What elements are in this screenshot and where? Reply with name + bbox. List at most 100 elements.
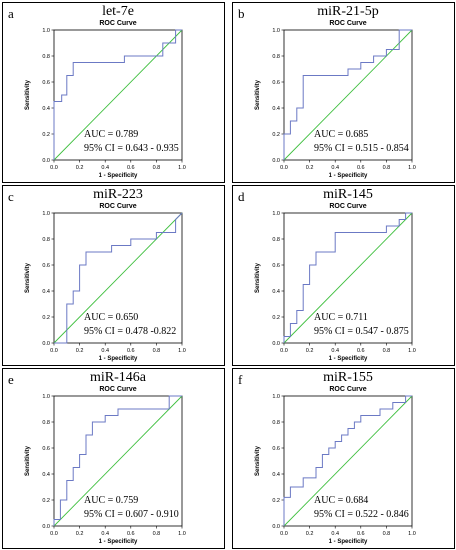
y-tick-label: 0.8 <box>272 54 280 60</box>
x-axis-label: 1 - Specificity <box>329 356 368 362</box>
panel-title: miR-223 <box>93 187 143 202</box>
auc-value: AUC = 0.789 <box>84 129 138 140</box>
panel-frame <box>232 368 455 549</box>
x-tick-label: 0.0 <box>50 531 58 537</box>
x-tick-label: 0.4 <box>331 165 339 171</box>
x-tick-label: 0.6 <box>127 165 135 171</box>
x-tick-label: 0.8 <box>383 531 391 537</box>
y-tick-label: 0.2 <box>42 132 50 138</box>
x-tick-label: 0.0 <box>280 348 288 354</box>
y-tick-label: 0.4 <box>42 472 50 478</box>
ci-value: 95% CI = 0.643 - 0.935 <box>84 143 179 154</box>
y-tick-label: 1.0 <box>42 211 50 217</box>
y-tick-label: 0.6 <box>42 263 50 269</box>
x-tick-label: 0.2 <box>306 348 314 354</box>
panel-title: miR-145 <box>323 187 373 202</box>
y-tick-label: 0.8 <box>272 237 280 243</box>
y-tick-label: 0.6 <box>272 80 280 86</box>
y-tick-label: 0.8 <box>42 420 50 426</box>
panel-letter: c <box>8 189 14 204</box>
roc-curve-0 <box>53 29 182 160</box>
x-tick-label: 0.8 <box>153 165 161 171</box>
x-tick-label: 0.2 <box>76 165 84 171</box>
x-axis-label: 1 - Specificity <box>99 173 138 179</box>
panel-title: miR-146a <box>90 370 147 385</box>
ci-value: 95% CI = 0.478 -0.822 <box>84 326 176 337</box>
chart-title: ROC Curve <box>99 386 136 393</box>
panel-frame <box>2 2 225 183</box>
y-axis-label: Sensitivity <box>255 445 261 476</box>
y-tick-label: 0.2 <box>42 498 50 504</box>
x-tick-label: 1.0 <box>408 531 416 537</box>
x-tick-label: 1.0 <box>178 531 186 537</box>
reference-line <box>53 29 183 161</box>
y-tick-label: 0.6 <box>42 80 50 86</box>
x-tick-label: 0.2 <box>306 165 314 171</box>
x-axis-label: 1 - Specificity <box>329 539 368 545</box>
x-axis-label: 1 - Specificity <box>99 539 138 545</box>
roc-curve-0 <box>283 212 412 343</box>
roc-curve-0 <box>54 212 183 344</box>
chart-title: ROC Curve <box>99 20 136 27</box>
panel-title: miR-155 <box>323 370 373 385</box>
x-tick-label: 0.8 <box>383 348 391 354</box>
x-tick-label: 0.2 <box>76 348 84 354</box>
y-tick-label: 0.6 <box>272 446 280 452</box>
reference-line <box>283 29 413 161</box>
panel-title: let-7e <box>102 4 134 19</box>
auc-value: AUC = 0.685 <box>314 129 368 140</box>
y-axis-label: Sensitivity <box>25 445 31 476</box>
y-axis-label: Sensitivity <box>255 79 261 110</box>
panel-frame <box>2 368 225 549</box>
roc-curve-0 <box>53 395 182 526</box>
y-tick-label: 0.2 <box>272 498 280 504</box>
roc-curve-0 <box>283 395 412 526</box>
y-axis-label: Sensitivity <box>25 262 31 293</box>
x-tick-label: 1.0 <box>178 165 186 171</box>
x-axis-label: 1 - Specificity <box>99 356 138 362</box>
x-tick-label: 0.4 <box>331 348 339 354</box>
y-tick-label: 0.0 <box>272 524 280 530</box>
ci-value: 95% CI = 0.522 - 0.846 <box>314 509 409 520</box>
ci-value: 95% CI = 0.547 - 0.875 <box>314 326 409 337</box>
y-tick-label: 0.0 <box>42 524 50 530</box>
auc-value: AUC = 0.650 <box>84 312 138 323</box>
chart-title: ROC Curve <box>329 386 366 393</box>
plot-area <box>283 212 413 344</box>
panel-letter: d <box>238 189 245 204</box>
ci-value: 95% CI = 0.515 - 0.854 <box>314 143 409 154</box>
panel-letter: e <box>8 372 14 387</box>
x-tick-label: 0.4 <box>101 165 109 171</box>
x-tick-label: 0.6 <box>127 348 135 354</box>
panel-frame <box>232 185 455 366</box>
x-tick-label: 0.4 <box>101 348 109 354</box>
x-tick-label: 1.0 <box>408 165 416 171</box>
y-tick-label: 1.0 <box>272 211 280 217</box>
chart-title: ROC Curve <box>99 203 136 210</box>
x-tick-label: 0.0 <box>50 348 58 354</box>
y-tick-label: 1.0 <box>272 394 280 400</box>
y-tick-label: 0.4 <box>272 289 280 295</box>
y-axis-label: Sensitivity <box>25 79 31 110</box>
x-tick-label: 0.8 <box>153 348 161 354</box>
x-tick-label: 0.6 <box>357 348 365 354</box>
reference-line <box>283 395 413 527</box>
y-tick-label: 0.2 <box>272 132 280 138</box>
y-tick-label: 0.6 <box>42 446 50 452</box>
reference-line <box>53 395 183 527</box>
y-tick-label: 0.0 <box>272 341 280 347</box>
y-tick-label: 0.2 <box>272 315 280 321</box>
x-tick-label: 0.0 <box>280 165 288 171</box>
auc-value: AUC = 0.684 <box>314 495 368 506</box>
plot-area <box>283 395 413 527</box>
chart-title: ROC Curve <box>329 20 366 27</box>
y-tick-label: 1.0 <box>272 28 280 34</box>
y-tick-label: 0.2 <box>42 315 50 321</box>
ci-value: 95% CI = 0.607 - 0.910 <box>84 509 179 520</box>
x-tick-label: 0.0 <box>280 531 288 537</box>
